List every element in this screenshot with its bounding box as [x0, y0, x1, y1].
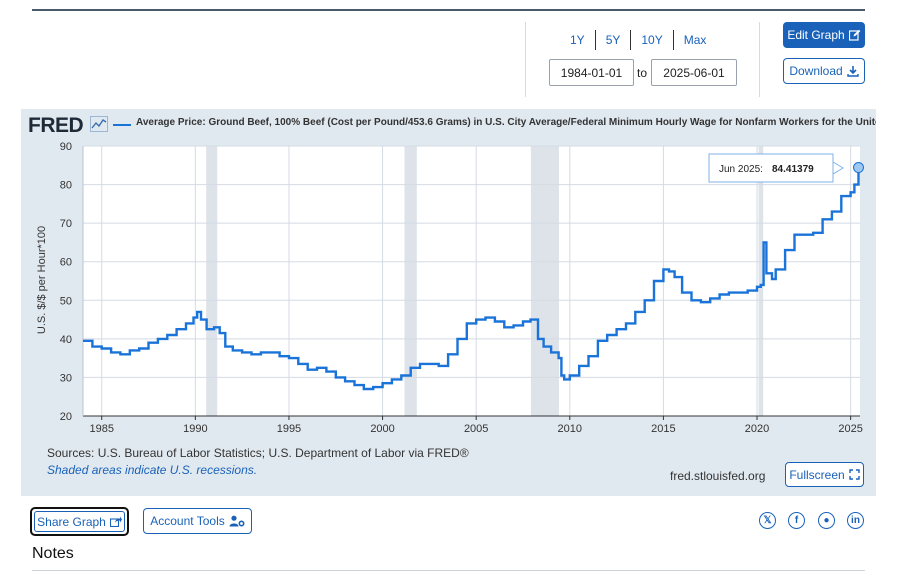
facebook-icon[interactable]: f	[788, 512, 805, 529]
share-graph-label: Share Graph	[37, 514, 106, 529]
fullscreen-button[interactable]: Fullscreen	[785, 462, 864, 487]
y-tick-label: 50	[60, 295, 72, 307]
recession-band	[206, 146, 218, 416]
date-to-label: to	[637, 66, 648, 80]
edit-icon	[848, 29, 860, 41]
y-axis-label: U.S. $/$ per Hour*100	[36, 225, 48, 335]
y-tick-label: 60	[60, 257, 72, 269]
range-selector: 1Y 5Y 10Y Max	[560, 30, 716, 50]
x-tick-label: 2010	[558, 423, 582, 435]
x-tick-label: 1995	[277, 423, 301, 435]
series-line	[83, 167, 860, 391]
edit-graph-button[interactable]: Edit Graph	[783, 22, 865, 48]
recession-band	[758, 146, 764, 416]
series-title: Average Price: Ground Beef, 100% Beef (C…	[136, 117, 876, 128]
end-date-input[interactable]	[651, 59, 737, 86]
download-button[interactable]: Download	[783, 58, 865, 84]
hover-point	[853, 162, 865, 174]
notes-rule	[32, 570, 865, 571]
y-tick-label: 30	[60, 372, 72, 384]
range-max-button[interactable]: Max	[683, 33, 707, 47]
range-divider	[594, 30, 596, 50]
user-gear-icon	[229, 515, 245, 527]
recession-note-link[interactable]: Shaded areas indicate U.S. recessions.	[47, 463, 258, 477]
tooltip-box	[708, 153, 834, 183]
x-tick-label: 2000	[370, 423, 394, 435]
share-icon	[109, 516, 122, 527]
x-tick-label: 2020	[745, 423, 769, 435]
account-tools-label: Account Tools	[150, 514, 225, 528]
range-10y-button[interactable]: 10Y	[641, 33, 663, 47]
x-icon[interactable]: 𝕏	[759, 512, 776, 529]
range-divider	[630, 30, 632, 50]
x-tick-label: 2025	[838, 423, 862, 435]
range-1y-button[interactable]: 1Y	[570, 33, 585, 47]
x-tick-label: 2015	[651, 423, 675, 435]
legend-series-line	[113, 124, 131, 126]
x-tick-label: 2005	[464, 423, 488, 435]
notes-heading: Notes	[32, 545, 74, 562]
tooltip-date: Jun 2025:	[719, 164, 763, 175]
edit-graph-label: Edit Graph	[787, 28, 845, 42]
fullscreen-icon	[848, 469, 860, 480]
fred-logo: FRED	[28, 114, 84, 137]
y-tick-label: 80	[60, 180, 72, 192]
y-tick-label: 20	[60, 411, 72, 423]
toolbar-separator	[525, 22, 526, 97]
fullscreen-label: Fullscreen	[789, 467, 845, 482]
plot-area	[83, 146, 860, 416]
range-5y-button[interactable]: 5Y	[605, 33, 621, 47]
fred-url: fred.stlouisfed.org	[670, 469, 766, 483]
linkedin-icon[interactable]: in	[847, 512, 864, 529]
recession-band	[404, 146, 417, 416]
share-graph-button[interactable]: Share Graph	[34, 511, 125, 532]
x-tick-label: 1990	[183, 423, 207, 435]
share-graph-focus-ring: Share Graph	[30, 507, 129, 536]
range-divider	[672, 30, 674, 50]
y-tick-label: 70	[60, 218, 72, 230]
x-tick-label: 1985	[89, 423, 113, 435]
recession-band	[530, 146, 559, 416]
sources-text: Sources: U.S. Bureau of Labor Statistics…	[47, 446, 469, 460]
reddit-icon[interactable]: ●	[818, 512, 835, 529]
top-rule	[32, 9, 865, 11]
account-tools-button[interactable]: Account Tools	[143, 508, 252, 534]
start-date-input[interactable]	[549, 59, 634, 86]
y-tick-label: 40	[60, 334, 72, 346]
toolbar-separator	[759, 22, 760, 97]
tooltip-value: 84.41379	[772, 164, 814, 175]
y-tick-label: 90	[60, 141, 72, 153]
tooltip-pointer	[832, 161, 844, 175]
download-icon	[846, 66, 859, 77]
download-label: Download	[789, 64, 843, 78]
fred-chart-icon	[90, 116, 108, 132]
